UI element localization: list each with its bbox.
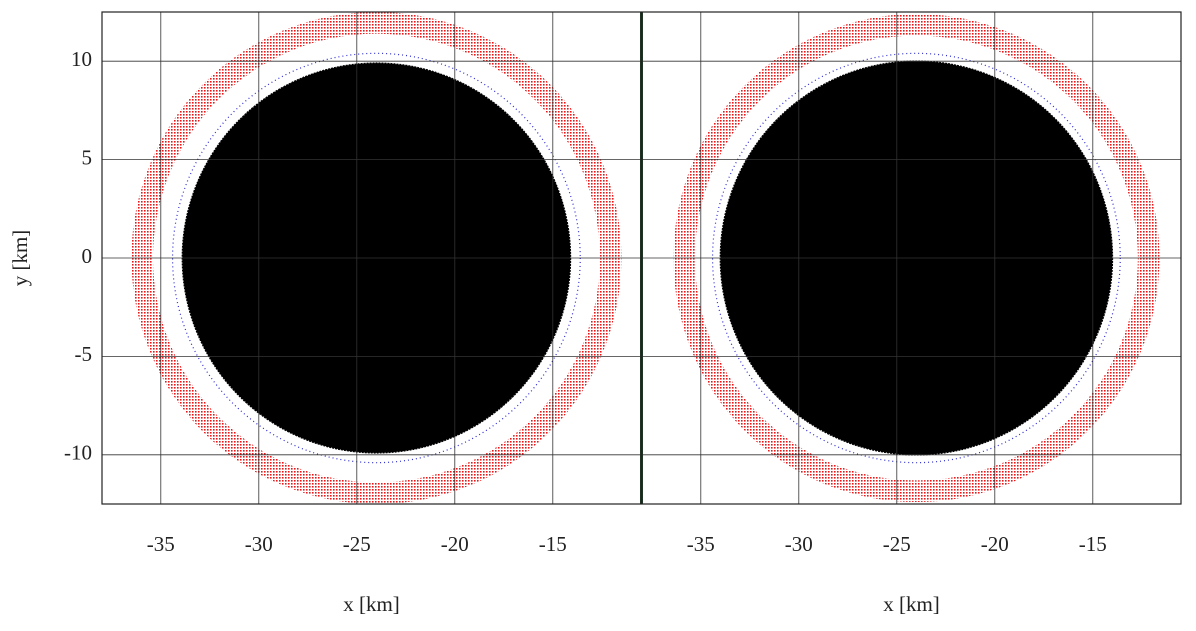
y-tick-label: -10 [64, 441, 92, 465]
x-tick-label: -30 [785, 532, 813, 556]
x-tick-label: -20 [981, 532, 1009, 556]
x-tick-label: -15 [539, 532, 567, 556]
x-tick-label: -35 [147, 532, 175, 556]
y-tick-label: -5 [75, 342, 93, 366]
x-tick-label: -20 [441, 532, 469, 556]
plot-frame [101, 11, 642, 505]
x-tick-label: -25 [883, 532, 911, 556]
y-tick-label: 10 [71, 47, 92, 71]
y-tick-label: 0 [82, 244, 93, 268]
x-axis-label: x [km] [343, 592, 400, 616]
x-tick-label: -30 [245, 532, 273, 556]
x-tick-label: -35 [687, 532, 715, 556]
x-tick-label: -15 [1079, 532, 1107, 556]
y-tick-label: 5 [82, 145, 93, 169]
x-tick-label: -25 [343, 532, 371, 556]
y-axis-label: y [km] [8, 230, 32, 287]
x-axis-label: x [km] [883, 592, 940, 616]
plot-frame [641, 11, 1182, 505]
